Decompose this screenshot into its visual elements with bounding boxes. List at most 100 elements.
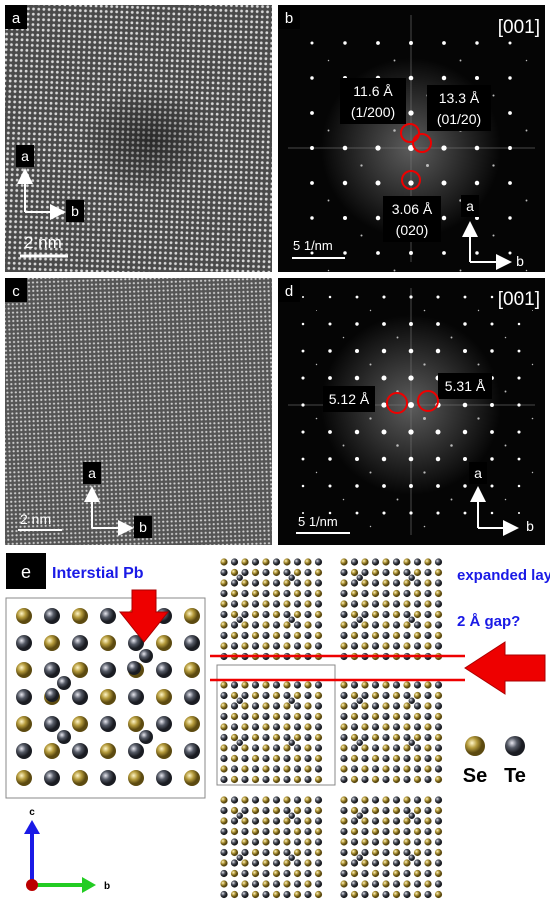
atom [230, 631, 239, 640]
atom [220, 558, 228, 566]
diffraction-spot [508, 251, 512, 255]
atom [413, 691, 422, 700]
atom [304, 558, 312, 566]
diffraction-spot [450, 444, 453, 447]
atom [283, 681, 291, 689]
diffraction-spot [504, 498, 507, 501]
atom [424, 610, 432, 619]
label-box [340, 78, 406, 124]
atom [304, 744, 312, 752]
atom [350, 817, 359, 825]
atom [382, 568, 390, 577]
atom [304, 568, 312, 577]
diffraction-spot [441, 215, 447, 221]
atom [371, 838, 380, 846]
atom [413, 733, 422, 742]
atom [434, 723, 443, 731]
atom [403, 754, 411, 763]
atom [272, 827, 281, 836]
atom [403, 838, 411, 846]
atom [371, 610, 380, 619]
atom [340, 744, 348, 752]
diffraction-spot [531, 309, 534, 312]
atom [413, 589, 422, 598]
atom [128, 770, 144, 786]
atom [230, 610, 239, 619]
atom [424, 733, 432, 742]
atom [382, 558, 390, 566]
d-spacing: 3.06 Å [392, 201, 433, 217]
diffraction-spot [342, 145, 348, 151]
atom [413, 817, 422, 825]
atom [361, 702, 369, 710]
atom [350, 848, 359, 857]
atom [424, 558, 432, 566]
diffraction-spot [301, 376, 305, 380]
atom [262, 796, 270, 804]
diffraction-spot [396, 444, 399, 447]
tem-image [5, 278, 272, 545]
atom [220, 806, 228, 815]
atom [241, 765, 249, 773]
atom [361, 765, 369, 773]
atom [350, 806, 359, 815]
atom [262, 681, 270, 689]
diffraction-spot [517, 457, 521, 461]
atom [251, 558, 260, 566]
atom [288, 574, 295, 581]
atom [262, 723, 270, 731]
atom [361, 712, 369, 721]
diffraction-spot [301, 322, 305, 326]
atom [251, 610, 260, 619]
diffraction-spot [492, 94, 495, 97]
atom [230, 765, 239, 773]
atom [392, 890, 401, 899]
atom [262, 890, 270, 899]
atom [371, 754, 380, 763]
atom [262, 642, 270, 650]
atom [272, 806, 281, 815]
overlays: b [001] 11.6 Å (1/200) 13.3 Å (01/20) 3.… [278, 5, 540, 536]
atom [236, 574, 243, 581]
atom [283, 775, 291, 784]
spot-circle [400, 123, 420, 143]
atom [361, 589, 369, 598]
atom [434, 880, 443, 888]
diffraction-spot [381, 429, 387, 435]
atom [403, 642, 411, 650]
atom [403, 610, 411, 619]
diffraction-spot [408, 429, 414, 435]
atom [371, 642, 380, 650]
atom [230, 827, 239, 836]
atom [262, 589, 270, 598]
atom [288, 854, 295, 861]
atom [403, 817, 411, 825]
atom [230, 691, 239, 700]
atom [251, 754, 260, 763]
diffraction-spot [342, 336, 345, 339]
atom [272, 848, 281, 857]
atom [220, 642, 228, 650]
atom [272, 702, 281, 710]
atom [371, 712, 380, 721]
atom [424, 702, 432, 710]
atom [424, 568, 432, 577]
atom [272, 890, 281, 899]
atom [424, 838, 432, 846]
atom [236, 616, 243, 623]
atom [403, 859, 411, 867]
atom [392, 744, 401, 752]
atom [434, 733, 443, 742]
atom [272, 733, 281, 742]
atom [272, 869, 281, 878]
atom [403, 600, 411, 608]
atom [403, 691, 411, 700]
diffraction-spot [517, 349, 521, 353]
atom [293, 806, 302, 815]
atom [413, 796, 422, 804]
arrow-head [24, 820, 40, 834]
atom [382, 691, 390, 700]
atom [304, 589, 312, 598]
diffraction-spot [343, 251, 347, 255]
atom [236, 697, 243, 704]
